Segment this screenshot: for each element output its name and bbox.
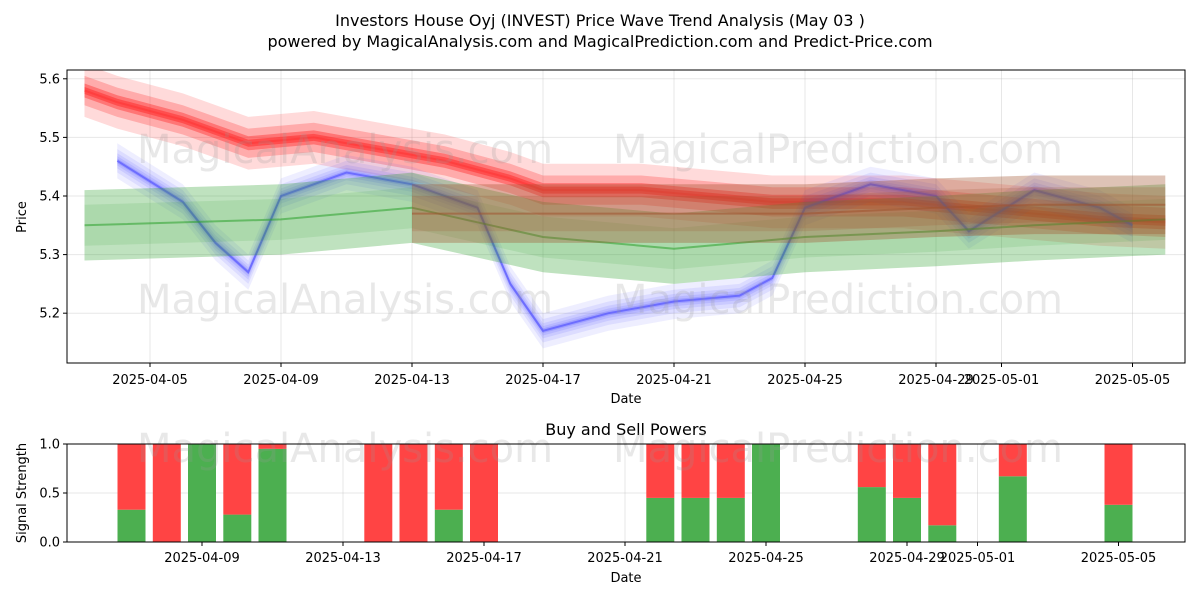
y-tick-label: 0.0	[39, 536, 60, 551]
buy-bar	[188, 444, 216, 542]
sell-bar	[152, 444, 181, 542]
buy-bar	[998, 476, 1027, 542]
buy-bar	[258, 448, 287, 542]
sell-bar	[470, 444, 498, 542]
sell-bar	[364, 444, 393, 542]
price-band-brown	[412, 175, 1166, 243]
sell-bar	[434, 444, 463, 510]
signal-y-ticks: 0.0 0.5 1.0	[39, 438, 67, 551]
buy-bar	[1104, 504, 1133, 542]
watermark-text: MagicalAnalysis.com	[137, 127, 553, 173]
signal-chart-title: Buy and Sell Powers	[545, 420, 707, 439]
x-tick-label: 2025-04-25	[767, 373, 843, 388]
buy-bar	[893, 497, 921, 542]
price-band-blue	[117, 143, 1133, 349]
price-band-green	[84, 172, 1166, 284]
x-tick-label: 2025-04-13	[374, 373, 450, 388]
watermark-text: MagicalPrediction.com	[613, 426, 1063, 472]
x-tick-label: 2025-04-17	[446, 551, 522, 566]
sell-bar	[117, 444, 146, 510]
price-band-blue	[117, 149, 1133, 343]
buy-bar	[117, 509, 146, 542]
buy-bar	[681, 497, 710, 542]
y-tick-label: 5.3	[39, 248, 60, 263]
sell-bar	[998, 444, 1027, 477]
watermark-text: MagicalAnalysis.com	[137, 426, 553, 472]
price-axes-frame	[66, 69, 1186, 364]
x-tick-label: 2025-05-05	[1081, 551, 1157, 566]
y-tick-label: 5.6	[39, 72, 60, 87]
y-tick-label: 5.2	[39, 307, 60, 322]
sell-bar	[223, 444, 252, 515]
price-grid	[67, 70, 1185, 363]
watermark-layer-bottom: MagicalAnalysis.com MagicalPrediction.co…	[137, 426, 1063, 472]
signal-chart: Buy and Sell Powers MagicalAnalysis.com …	[15, 420, 1186, 586]
buy-bar	[857, 487, 886, 542]
price-line-brown	[412, 203, 1166, 215]
x-tick-label: 2025-05-01	[964, 373, 1040, 388]
price-y-ticks: 5.2 5.3 5.4 5.5 5.6	[39, 72, 67, 322]
price-band-green	[84, 187, 1166, 270]
sell-bar	[681, 444, 710, 498]
sell-bar	[1104, 444, 1133, 505]
x-tick-label: 2025-04-09	[243, 373, 319, 388]
sell-bar	[716, 444, 745, 498]
watermark-text: MagicalPrediction.com	[613, 277, 1063, 323]
sell-bar	[893, 444, 921, 498]
sell-bar	[928, 444, 957, 526]
buy-bar	[646, 497, 675, 542]
y-tick-label: 0.5	[39, 487, 60, 502]
x-tick-label: 2025-04-05	[112, 373, 188, 388]
x-tick-label: 2025-04-29	[869, 551, 945, 566]
chart-title-line2: powered by MagicalAnalysis.com and Magic…	[267, 32, 932, 51]
signal-bars	[117, 444, 1133, 542]
y-tick-label: 5.4	[39, 189, 60, 204]
x-tick-label: 2025-04-17	[505, 373, 581, 388]
x-tick-label: 2025-05-05	[1095, 373, 1171, 388]
x-tick-label: 2025-04-21	[636, 373, 712, 388]
price-y-axis-label: Price	[15, 201, 30, 233]
price-chart: MagicalAnalysis.com MagicalPrediction.co…	[15, 69, 1186, 407]
sell-bar	[399, 444, 428, 542]
chart-title-line1: Investors House Oyj (INVEST) Price Wave …	[335, 11, 865, 30]
signal-x-axis-label: Date	[610, 571, 641, 586]
sell-bar	[857, 444, 886, 488]
x-tick-label: 2025-04-25	[728, 551, 804, 566]
price-bands	[84, 70, 1166, 349]
x-tick-label: 2025-04-21	[587, 551, 663, 566]
signal-y-axis-label: Signal Strength	[15, 443, 30, 543]
y-tick-label: 1.0	[39, 438, 60, 453]
buy-bar	[752, 444, 780, 542]
price-x-axis-label: Date	[610, 392, 641, 407]
price-line-red	[84, 89, 1166, 224]
price-line-blue	[116, 159, 1133, 332]
buy-bar	[928, 525, 957, 542]
x-tick-label: 2025-05-01	[940, 551, 1016, 566]
x-tick-label: 2025-04-13	[305, 551, 381, 566]
buy-bar	[716, 497, 745, 542]
sell-bar	[646, 444, 675, 498]
watermark-text: MagicalAnalysis.com	[137, 277, 553, 323]
price-line-green	[84, 206, 1166, 250]
price-band-brown	[412, 187, 1166, 232]
price-x-ticks: 2025-04-05 2025-04-09 2025-04-13 2025-04-17…	[112, 363, 1170, 388]
x-tick-label: 2025-04-09	[164, 551, 240, 566]
price-band-red	[84, 75, 1166, 238]
watermark-layer-top: MagicalAnalysis.com MagicalPrediction.co…	[137, 127, 1063, 323]
signal-x-ticks: 2025-04-09 2025-04-13 2025-04-17 2025-04-21…	[164, 542, 1156, 566]
sell-bar	[258, 444, 287, 449]
buy-bar	[434, 509, 463, 542]
x-tick-label: 2025-04-29	[898, 373, 974, 388]
y-tick-label: 5.5	[39, 131, 60, 146]
watermark-text: MagicalPrediction.com	[613, 127, 1063, 173]
buy-bar	[223, 514, 252, 542]
